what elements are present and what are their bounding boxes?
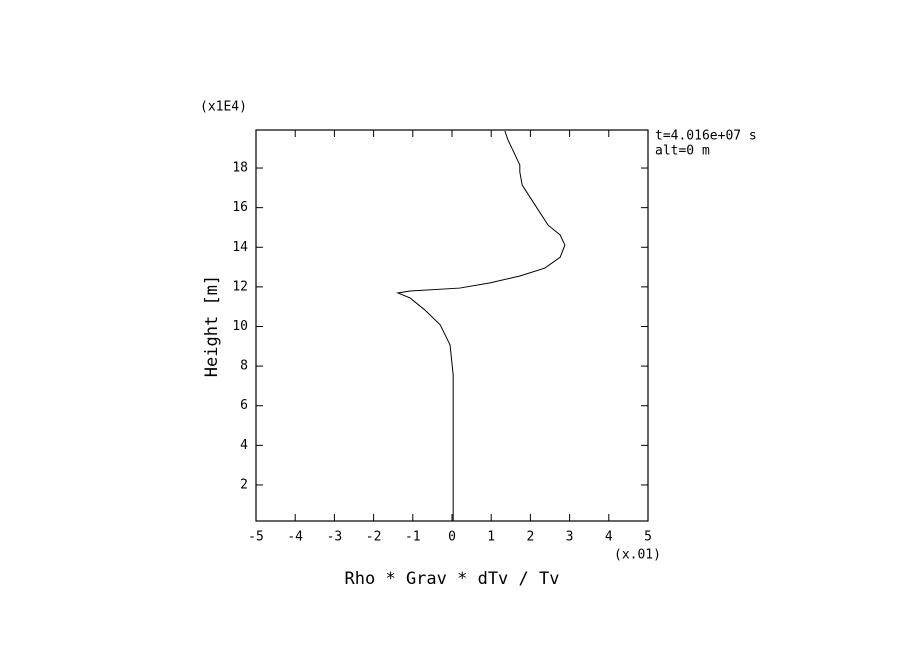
y-tick-label: 14 xyxy=(232,240,248,255)
y-tick-label: 10 xyxy=(232,319,248,334)
y-tick-label: 18 xyxy=(232,161,248,176)
y-tick-label: 12 xyxy=(232,279,248,294)
profile-line xyxy=(396,130,566,521)
x-tick-label: 5 xyxy=(644,530,652,545)
x-multiplier: (x.01) xyxy=(614,548,661,563)
y-tick-label: 4 xyxy=(240,438,248,453)
plot-frame xyxy=(255,129,649,522)
x-tick-label: 1 xyxy=(487,530,495,545)
y-tick-label: 16 xyxy=(232,200,248,215)
y-axis-label: Height [m] xyxy=(202,275,222,377)
y-tick-label: 8 xyxy=(240,359,248,374)
y-multiplier: (x1E4) xyxy=(200,100,247,115)
y-tick-label: 2 xyxy=(240,477,248,492)
x-tick-label: -1 xyxy=(405,530,421,545)
x-tick-label: 0 xyxy=(448,530,456,545)
y-tick-label: 6 xyxy=(240,398,248,413)
annotation: alt=0 m xyxy=(655,144,710,159)
x-tick-label: 3 xyxy=(566,530,574,545)
x-tick-label: -3 xyxy=(327,530,343,545)
x-tick-label: 2 xyxy=(526,530,534,545)
x-tick-label: 4 xyxy=(605,530,613,545)
x-tick-label: -5 xyxy=(248,530,264,545)
x-tick-label: -2 xyxy=(366,530,382,545)
x-axis-label: Rho * Grav * dTv / Tv xyxy=(345,569,560,589)
annotation: t=4.016e+07 s xyxy=(655,129,757,144)
x-tick-label: -4 xyxy=(287,530,303,545)
